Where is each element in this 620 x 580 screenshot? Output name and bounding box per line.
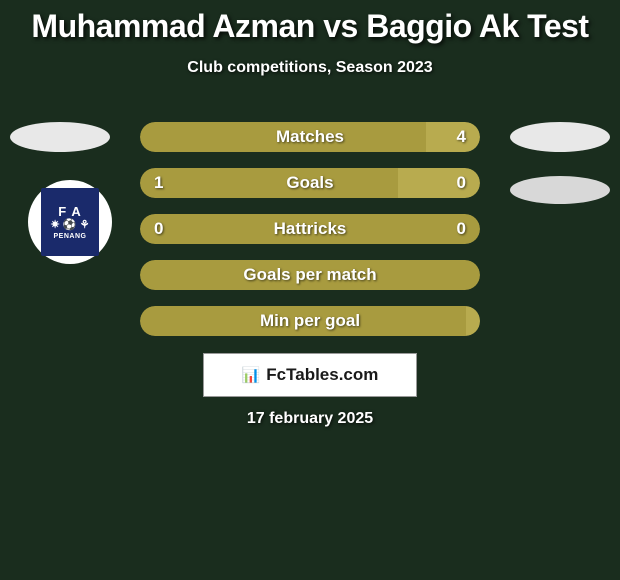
bar-right-value: 0: [457, 173, 466, 193]
bar-right: 4: [426, 122, 480, 152]
bar-left: 1: [140, 168, 398, 198]
bar-label: Goals: [286, 173, 333, 193]
bar-left-value: 1: [154, 173, 163, 193]
club-badge: F A ✷ ⚽ ⚘ PENANG: [28, 180, 112, 264]
chart-icon: 📊: [242, 366, 261, 384]
player-right-avatar: [510, 122, 610, 152]
badge-line-1: F A: [58, 205, 81, 218]
bar-label: Goals per match: [243, 265, 376, 285]
bar-right: [466, 306, 480, 336]
bar-row: 4 Matches: [140, 122, 480, 152]
subtitle: Club competitions, Season 2023: [0, 59, 620, 77]
bar-label: Hattricks: [274, 219, 347, 239]
player-left-avatar: [10, 122, 110, 152]
site-logo-text: FcTables.com: [266, 365, 378, 385]
bar-left-value: 0: [154, 219, 163, 239]
bar-label: Matches: [276, 127, 344, 147]
badge-line-2: ✷ ⚽ ⚘: [51, 220, 90, 231]
site-logo: 📊 FcTables.com: [203, 353, 417, 397]
bar-row: Min per goal: [140, 306, 480, 336]
bar-row: Goals per match: [140, 260, 480, 290]
player-right-avatar-2: [510, 176, 610, 204]
bar-right-value: 0: [457, 219, 466, 239]
bar-right-value: 4: [457, 127, 466, 147]
bar-row: 1 0 Goals: [140, 168, 480, 198]
bar-row: 0 0 Hattricks: [140, 214, 480, 244]
page-title: Muhammad Azman vs Baggio Ak Test: [0, 0, 620, 45]
bar-right: 0: [398, 168, 480, 198]
comparison-bars: 4 Matches 1 0 Goals 0 0 Hattricks Goals per matc…: [140, 122, 480, 352]
club-badge-inner: F A ✷ ⚽ ⚘ PENANG: [41, 188, 99, 256]
date-label: 17 february 2025: [0, 410, 620, 428]
bar-label: Min per goal: [260, 311, 360, 331]
badge-line-3: PENANG: [54, 233, 87, 240]
